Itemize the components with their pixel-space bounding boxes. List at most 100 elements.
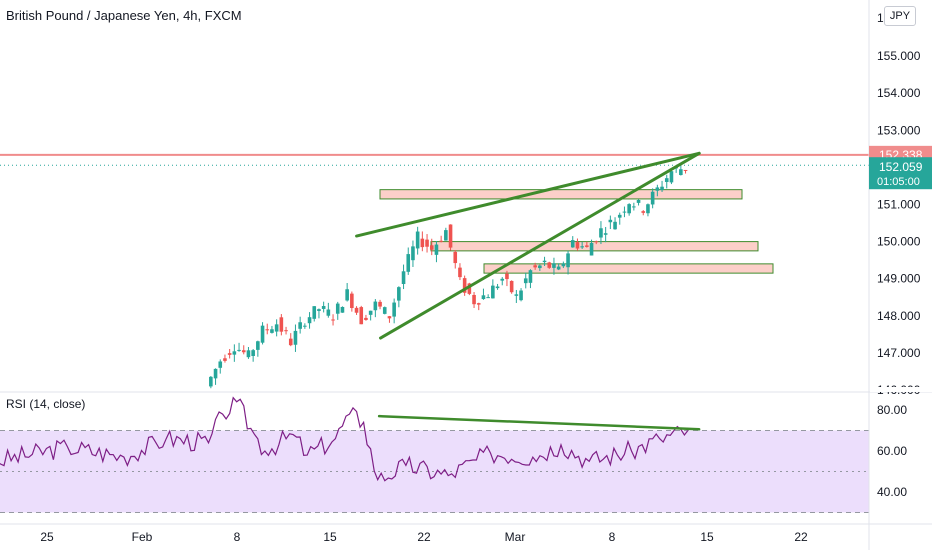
candle-body[interactable] (373, 301, 378, 311)
candle-body[interactable] (533, 265, 537, 268)
candle-body[interactable] (331, 319, 335, 321)
rsi-pane[interactable] (0, 396, 869, 513)
candle-body[interactable] (561, 263, 566, 267)
candle-body[interactable] (505, 273, 509, 280)
candle-body[interactable] (326, 309, 331, 316)
candle-body[interactable] (354, 307, 359, 313)
candle-body[interactable] (627, 204, 631, 214)
candle-body[interactable] (420, 238, 425, 248)
candle-body[interactable] (368, 310, 373, 315)
time-axis[interactable]: 25 Feb 8 15 22 Mar 8 15 22 (40, 530, 808, 544)
candle-body[interactable] (664, 178, 669, 182)
support-resistance-zone[interactable] (379, 189, 743, 200)
candle-body[interactable] (270, 329, 274, 333)
candle-body[interactable] (509, 280, 514, 293)
candle-body[interactable] (542, 260, 547, 263)
candle-body[interactable] (476, 303, 481, 305)
candle-body[interactable] (641, 211, 646, 213)
candle-body[interactable] (519, 290, 523, 301)
candle-body[interactable] (288, 338, 293, 346)
candle-body[interactable] (556, 266, 561, 270)
candle-body[interactable] (340, 306, 345, 313)
candle-body[interactable] (594, 241, 599, 243)
candle-body[interactable] (406, 254, 411, 272)
rsi-divergence-trendline[interactable] (377, 414, 701, 431)
candle-body[interactable] (335, 303, 340, 314)
candle-body[interactable] (439, 240, 443, 242)
candle-body[interactable] (679, 169, 683, 176)
candle-body[interactable] (232, 351, 237, 355)
candle-body[interactable] (213, 368, 218, 379)
candle-body[interactable] (223, 358, 227, 361)
candle-body[interactable] (650, 191, 655, 205)
candle-body[interactable] (218, 361, 223, 368)
candle-body[interactable] (256, 341, 260, 350)
candle-body[interactable] (683, 169, 688, 171)
candle-body[interactable] (392, 302, 396, 317)
candle-body[interactable] (613, 221, 617, 230)
candle-body[interactable] (303, 325, 307, 327)
candle-body[interactable] (472, 294, 476, 305)
candle-body[interactable] (458, 267, 462, 278)
candle-body[interactable] (608, 219, 613, 223)
candle-body[interactable] (265, 329, 270, 331)
wedge-trendline[interactable] (379, 151, 701, 340)
candle-body[interactable] (622, 211, 627, 213)
price-pane[interactable] (0, 151, 869, 389)
candle-body[interactable] (632, 206, 636, 208)
candle-body[interactable] (514, 294, 519, 296)
candle-body[interactable] (585, 245, 589, 247)
candle-body[interactable] (293, 330, 298, 345)
candle-body[interactable] (401, 271, 406, 285)
candle-body[interactable] (260, 325, 265, 343)
candle-body[interactable] (429, 245, 434, 250)
candle-body[interactable] (382, 307, 387, 314)
candle-body[interactable] (251, 350, 255, 356)
candle-body[interactable] (453, 251, 458, 264)
candle-body[interactable] (237, 349, 241, 351)
rsi-line[interactable] (0, 396, 689, 482)
candle-body[interactable] (425, 239, 429, 247)
candle-body[interactable] (284, 330, 288, 332)
candle-body[interactable] (495, 286, 500, 289)
support-resistance-zone[interactable] (430, 241, 759, 252)
candle-body[interactable] (359, 307, 364, 325)
candle-body[interactable] (411, 246, 415, 261)
rsi-axis[interactable]: 80.00 60.00 40.00 (877, 403, 907, 499)
candle-body[interactable] (227, 353, 232, 355)
candle-body[interactable] (462, 278, 467, 293)
candle-body[interactable] (307, 317, 312, 324)
candle-body[interactable] (350, 293, 354, 309)
candle-body[interactable] (603, 233, 608, 235)
candle-body[interactable] (448, 224, 453, 248)
candle-body[interactable] (467, 283, 472, 294)
candle-body[interactable] (345, 289, 349, 301)
candle-body[interactable] (660, 186, 664, 191)
candle-body[interactable] (589, 243, 594, 256)
candle-body[interactable] (387, 316, 392, 319)
candle-body[interactable] (669, 171, 674, 183)
candle-body[interactable] (566, 253, 570, 268)
candle-body[interactable] (397, 287, 401, 301)
candle-body[interactable] (570, 240, 575, 248)
candle-body[interactable] (580, 246, 584, 248)
candle-body[interactable] (246, 350, 251, 358)
candle-body[interactable] (241, 350, 246, 353)
candle-body[interactable] (209, 376, 213, 387)
candle-body[interactable] (617, 214, 622, 218)
candle-body[interactable] (552, 263, 556, 268)
price-axis[interactable]: 155.000154.000153.000152.000151.000150.0… (870, 11, 932, 397)
candle-body[interactable] (364, 317, 368, 320)
candle-body[interactable] (444, 230, 448, 241)
candle-body[interactable] (636, 199, 641, 203)
candle-body[interactable] (538, 265, 542, 269)
candle-body[interactable] (279, 317, 284, 332)
candle-body[interactable] (547, 262, 552, 268)
candle-body[interactable] (486, 297, 490, 299)
candle-body[interactable] (378, 301, 382, 307)
candle-body[interactable] (274, 324, 279, 332)
candle-body[interactable] (481, 295, 486, 300)
candle-body[interactable] (298, 322, 302, 329)
candle-body[interactable] (655, 187, 660, 191)
candle-body[interactable] (434, 244, 439, 255)
